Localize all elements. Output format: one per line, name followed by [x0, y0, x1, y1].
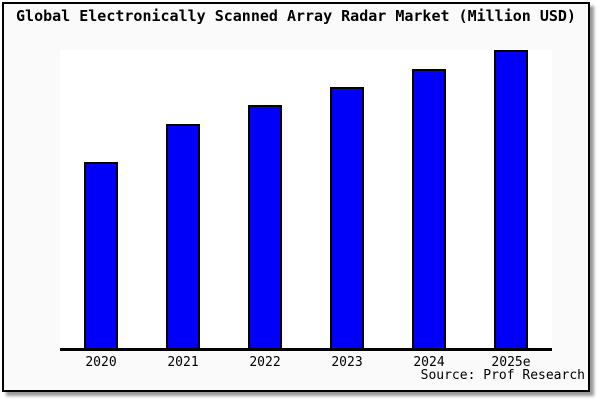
- x-tick-label-2025e: 2025e: [491, 355, 531, 370]
- x-tick-label-2023: 2023: [331, 355, 363, 370]
- x-tick-label-2024: 2024: [413, 355, 445, 370]
- bar-2021: [166, 124, 200, 348]
- bar-2022: [248, 105, 282, 348]
- chart-frame: Global Electronically Scanned Array Rada…: [2, 2, 590, 392]
- source-credit: Source: Prof Research: [420, 368, 585, 383]
- bar-2023: [330, 87, 364, 348]
- x-tick-label-2022: 2022: [249, 355, 281, 370]
- plot-area: [60, 50, 552, 351]
- x-tick-label-2020: 2020: [85, 355, 117, 370]
- chart-title: Global Electronically Scanned Array Rada…: [16, 7, 576, 25]
- x-axis-labels: 2020 2021 2022 2023 2024 2025e: [60, 355, 552, 370]
- bar-2024: [412, 69, 446, 348]
- bar-2020: [84, 162, 118, 348]
- x-tick-label-2021: 2021: [167, 355, 199, 370]
- bar-2025e: [494, 50, 528, 348]
